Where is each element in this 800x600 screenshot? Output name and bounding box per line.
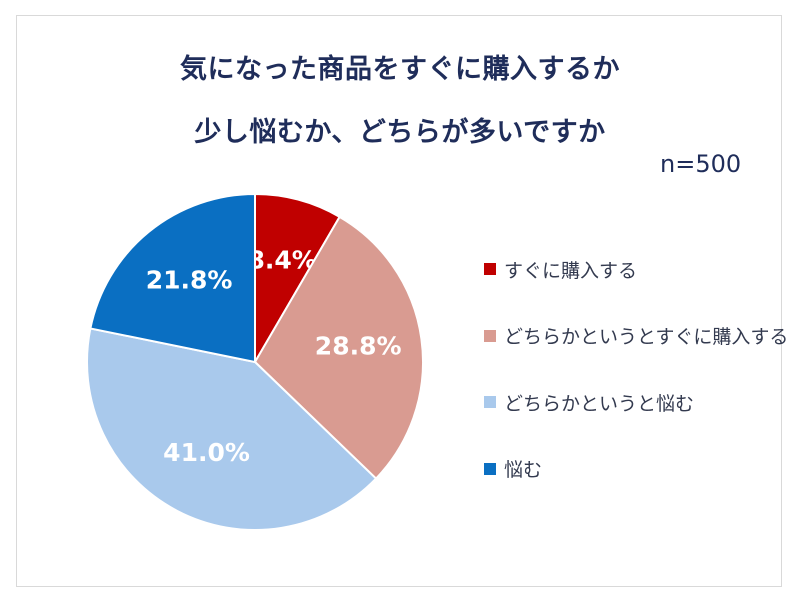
legend-swatch: [484, 329, 496, 342]
slice-data-label: 8.4%: [247, 245, 316, 274]
pie-slice: [89, 192, 256, 364]
chart-title-line-1: 気になった商品をすぐに購入するか: [180, 54, 620, 85]
pie-slice: [86, 327, 378, 531]
legend-item: 悩む: [484, 456, 788, 482]
pie-chart: 8.4% 28.8% 41.0% 21.8%: [86, 192, 424, 531]
legend-label: 悩む: [504, 459, 543, 481]
legend-item: すぐに購入する: [484, 256, 788, 282]
legend-item: どちらかというとすぐに購入する: [484, 323, 788, 349]
legend-swatch: [484, 263, 496, 275]
pie-slice: [254, 192, 341, 366]
legend-swatch: [484, 462, 496, 475]
sample-size-label: n=500: [660, 150, 742, 178]
slice-data-label: 21.8%: [146, 265, 233, 294]
slice-data-label: 41.0%: [163, 438, 250, 467]
legend-label: すぐに購入する: [504, 259, 638, 282]
legend-swatch: [484, 396, 496, 408]
chart-title-line-2: 少し悩むか、どちらが多いですか: [194, 117, 606, 148]
legend-label: どちらかというとすぐに購入する: [504, 326, 789, 348]
slice-data-label: 28.8%: [315, 332, 402, 361]
legend: すぐに購入する どちらかというとすぐに購入する どちらかというと悩む 悩む: [484, 256, 788, 522]
pie-slice: [253, 215, 424, 480]
legend-item: どちらかというと悩む: [484, 389, 788, 415]
legend-label: どちらかというと悩む: [504, 392, 695, 415]
